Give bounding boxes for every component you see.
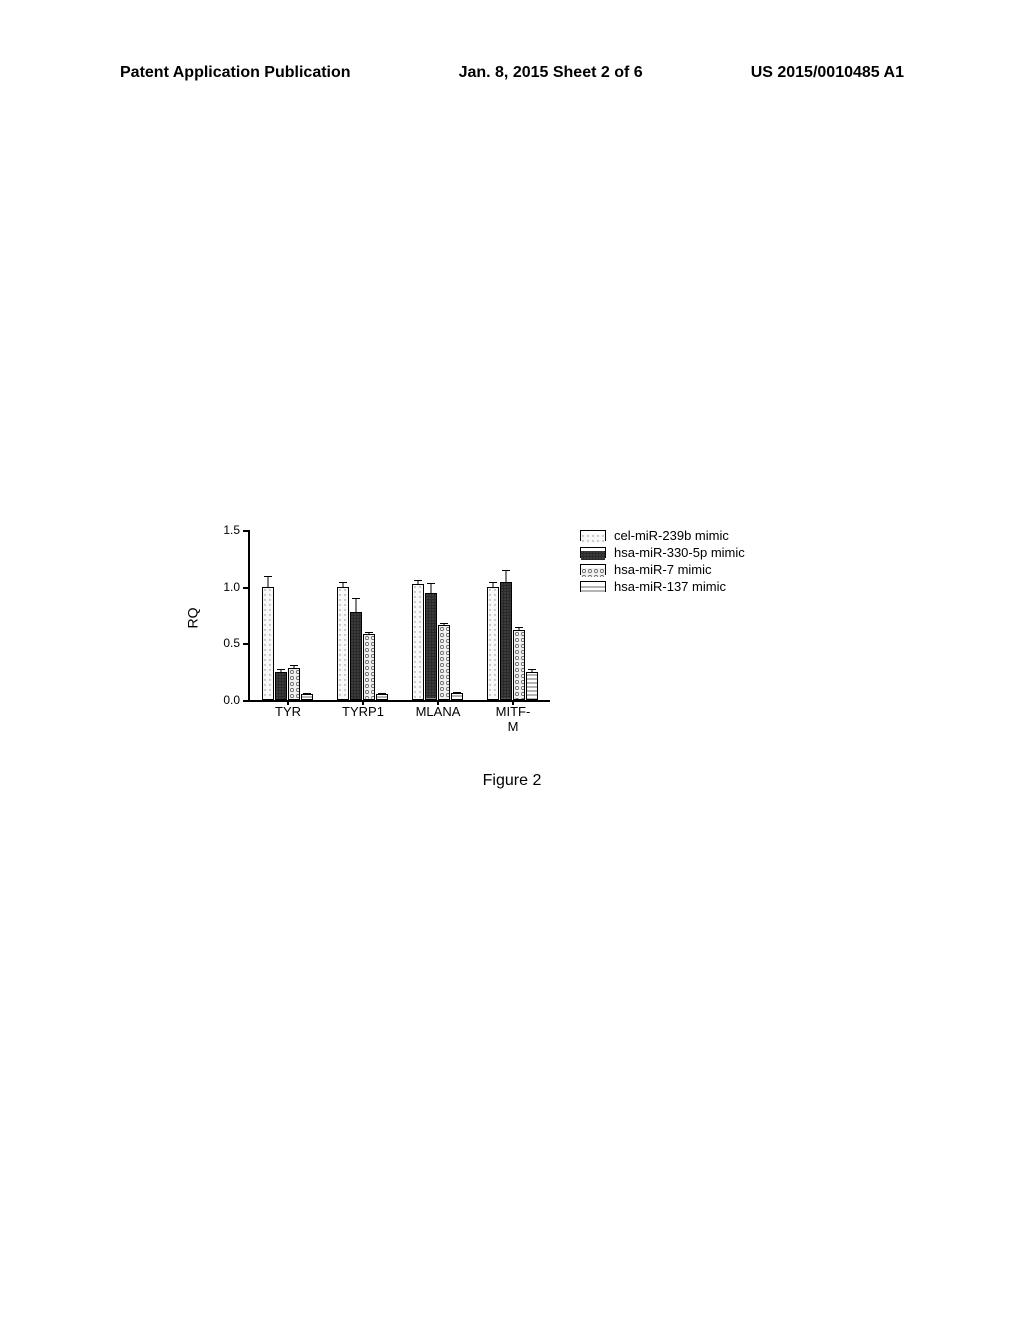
bar (301, 694, 313, 700)
figure-area: RQ 0.00.51.01.5 TYRTYRP1MLANAMITF-M cel-… (210, 520, 810, 760)
header-center: Jan. 8, 2015 Sheet 2 of 6 (459, 64, 643, 82)
bar-chart: RQ 0.00.51.01.5 TYRTYRP1MLANAMITF-M (210, 520, 550, 720)
header-right: US 2015/0010485 A1 (751, 64, 904, 82)
legend-label: cel-miR-239b mimic (614, 528, 729, 543)
figure-caption: Figure 2 (0, 772, 1024, 790)
bar-group (262, 587, 313, 700)
x-tick-label: MITF-M (495, 704, 532, 734)
page-header: Patent Application Publication Jan. 8, 2… (0, 64, 1024, 82)
legend-item: hsa-miR-330-5p mimic (580, 545, 745, 560)
x-axis (248, 700, 550, 702)
y-tick-label: 1.5 (223, 523, 240, 537)
bar-group (487, 582, 538, 700)
y-tick (243, 587, 248, 589)
bar (451, 693, 463, 700)
legend-label: hsa-miR-137 mimic (614, 579, 726, 594)
legend-label: hsa-miR-330-5p mimic (614, 545, 745, 560)
legend-item: cel-miR-239b mimic (580, 528, 745, 543)
bar (513, 630, 525, 700)
y-tick-label: 0.5 (223, 636, 240, 650)
x-tick-label: TYR (275, 704, 301, 719)
legend-swatch (580, 530, 606, 541)
bar (363, 634, 375, 700)
y-tick-label: 0.0 (223, 693, 240, 707)
y-tick (243, 700, 248, 702)
y-tick-label: 1.0 (223, 580, 240, 594)
bar (337, 587, 349, 700)
bar (275, 672, 287, 700)
bar (526, 672, 538, 700)
bar (438, 625, 450, 700)
bar (262, 587, 274, 700)
chart-legend: cel-miR-239b mimic hsa-miR-330-5p mimic hs… (580, 528, 745, 596)
y-tick (243, 530, 248, 532)
bar-group (412, 584, 463, 700)
bar (500, 582, 512, 700)
bar (425, 593, 437, 700)
legend-item: hsa-miR-137 mimic (580, 579, 745, 594)
legend-swatch (580, 564, 606, 575)
y-axis-label: RQ (185, 608, 201, 629)
x-tick-label: MLANA (416, 704, 461, 719)
y-tick (243, 643, 248, 645)
x-tick-label: TYRP1 (342, 704, 384, 719)
bars-area (250, 530, 550, 700)
bar (350, 612, 362, 700)
bar (376, 694, 388, 700)
legend-swatch (580, 547, 606, 558)
bar (412, 584, 424, 700)
bar (288, 668, 300, 700)
legend-item: hsa-miR-7 mimic (580, 562, 745, 577)
bar (487, 587, 499, 700)
legend-label: hsa-miR-7 mimic (614, 562, 712, 577)
bar-group (337, 587, 388, 700)
header-left: Patent Application Publication (120, 64, 351, 82)
legend-swatch (580, 581, 606, 592)
